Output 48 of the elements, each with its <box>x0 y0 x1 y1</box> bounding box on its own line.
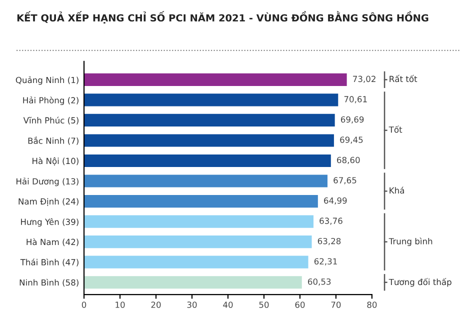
text: Trung bình <box>388 238 432 246</box>
x-tick-label: 50 <box>259 302 269 308</box>
y-tick-label: Hà Nội (10) <box>32 157 78 166</box>
y-tick-label: Quảng Ninh (1) <box>16 76 78 85</box>
bar <box>84 94 338 106</box>
bar <box>84 174 328 188</box>
text: Khá <box>390 186 404 194</box>
y-tick-label: Vĩnh Phúc (5) <box>23 116 78 124</box>
x-tick-label: 60 <box>295 302 305 308</box>
data-label: 70,61 <box>344 96 367 104</box>
x-tick-label: 20 <box>151 302 161 308</box>
data-label: 67,65 <box>334 177 356 184</box>
bar <box>84 256 308 268</box>
y-tick-label: Hưng Yên (39) <box>21 218 78 227</box>
y-tick-label: Ninh Bình (58) <box>20 278 78 287</box>
data-label: 69,69 <box>340 116 364 124</box>
data-label: 63,28 <box>318 238 341 246</box>
y-tick-label: Nam Định (24) <box>18 198 78 206</box>
text: Tương đối thấp <box>388 278 452 287</box>
x-tick-label: 10 <box>116 302 125 308</box>
data-label: 64,99 <box>324 197 347 205</box>
data-label: 68,60 <box>337 156 360 164</box>
text: Rất tốt <box>390 74 418 82</box>
bar <box>84 154 331 168</box>
bar <box>84 114 335 126</box>
bar <box>84 73 347 86</box>
data-label: 73,02 <box>353 76 376 83</box>
x-tick-label: 70 <box>331 302 341 308</box>
x-tick-label: 40 <box>223 302 233 308</box>
text: Tốt <box>388 126 402 133</box>
data-label: 63,76 <box>320 218 342 225</box>
data-label: 69,45 <box>340 136 363 144</box>
bar <box>84 215 314 228</box>
bar <box>84 276 302 289</box>
x-tick-label: 0 <box>82 302 86 308</box>
y-tick-label: Hà Nam (42) <box>26 238 78 246</box>
y-tick-label: Hải Dương (13) <box>16 178 78 186</box>
bar <box>84 195 318 208</box>
x-tick-label: 30 <box>187 302 197 308</box>
y-tick-label: Bắc Ninh (7) <box>28 136 78 145</box>
data-label: 62,31 <box>314 258 337 266</box>
chart-title: KẾT QUẢ XẾP HẠNG CHỈ SỐ PCI NĂM 2021 - VÙNG ĐỒNG BẰNG SÔNG HỒNG <box>17 11 428 24</box>
bar <box>84 236 312 248</box>
bar <box>84 134 334 147</box>
y-tick-label: Hải Phòng (2) <box>23 96 78 106</box>
x-tick-label: 80 <box>367 302 377 308</box>
data-label: 60,53 <box>308 278 331 286</box>
y-tick-label: Thái Bình (47) <box>20 258 78 266</box>
